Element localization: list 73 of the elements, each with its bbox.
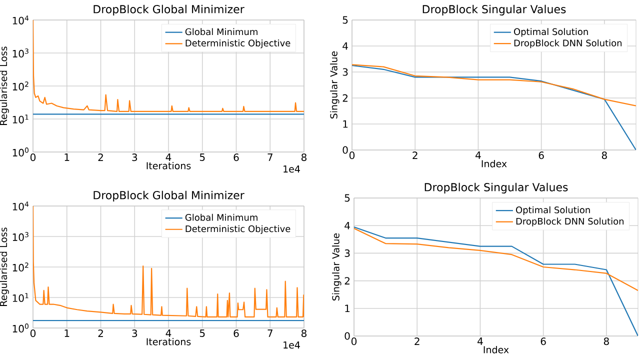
- text: 1e4: [284, 342, 300, 349]
- x-tick-label: 6: [234, 154, 239, 162]
- x-tick-label: 7: [268, 154, 272, 161]
- x-tick-label: 3: [132, 154, 138, 162]
- legend-label: DropBlock DNN Solution: [514, 39, 622, 48]
- y-tick-label: 5: [344, 194, 350, 202]
- chart-title: DropBlock Global Minimizer: [94, 190, 244, 202]
- x-tick-label: 5: [200, 330, 205, 337]
- x-tick-label: 4: [476, 152, 481, 159]
- y-tick-label: 1: [343, 120, 348, 128]
- x-axis-title: Index: [482, 160, 507, 168]
- y-tick-label: 2: [344, 277, 350, 285]
- x-axis-title: Iterations: [146, 162, 191, 170]
- x-tick-label: 3: [132, 330, 138, 338]
- legend-label: Deterministic Objective: [186, 40, 290, 48]
- y-tick-label: 10$^{3}$: [12, 232, 28, 241]
- chart-title: DropBlock Singular Values: [424, 182, 568, 194]
- legend-label: Deterministic Objective: [186, 225, 290, 234]
- y-axis-title: Singular Value: [332, 233, 342, 300]
- x-tick-label: 8: [301, 154, 306, 162]
- y-tick-label: 4: [344, 222, 350, 230]
- y-axis-title: Regularised Loss: [0, 46, 9, 125]
- x-axis-title: Iterations: [146, 338, 191, 346]
- x-tick-label: 4: [478, 338, 483, 345]
- y-tick-label: 1: [345, 304, 350, 312]
- x-tick-label: 1: [64, 154, 70, 161]
- x-axis-title: Index: [484, 346, 509, 354]
- x-tick-label: 8: [604, 338, 609, 346]
- y-tick-label: 10$^{2}$: [12, 82, 28, 90]
- legend-label: Optimal Solution: [514, 28, 588, 37]
- legend-label: DropBlock DNN Solution: [516, 218, 624, 226]
- y-tick-label: 10$^{4}$: [12, 202, 29, 210]
- line-series: [352, 64, 636, 106]
- y-tick-label: 10$^{4}$: [12, 16, 29, 24]
- y-tick-label: 4: [342, 42, 348, 50]
- x-tick-label: 6: [540, 338, 546, 346]
- line-series: [354, 228, 638, 292]
- y-tick-label: 10$^{3}$: [12, 48, 28, 58]
- x-tick-label: 0: [30, 154, 36, 162]
- chart-title: DropBlock Singular Values: [422, 4, 566, 16]
- legend-label: Global Minimum: [185, 214, 258, 221]
- x-tick-label: 4: [166, 330, 172, 337]
- y-tick-label: 5: [342, 16, 348, 24]
- legend-label: Global Minimum: [185, 28, 258, 36]
- y-axis-title: Regularised Loss: [0, 228, 9, 306]
- x-tick-label: 1: [64, 330, 70, 337]
- x-tick-label: 2: [98, 154, 103, 161]
- x-tick-label: 2: [414, 338, 420, 345]
- line-series: [354, 226, 638, 336]
- y-axis-title: Singular Value: [330, 51, 340, 118]
- text: 1e4: [284, 166, 300, 173]
- legend-label: Optimal Solution: [516, 206, 590, 216]
- x-tick-label: 2: [412, 152, 418, 159]
- y-tick-label: 10$^{1}$: [12, 293, 28, 302]
- y-tick-label: 3: [342, 68, 348, 76]
- x-tick-label: 4: [166, 154, 172, 161]
- y-tick-label: 10$^{0}$: [12, 324, 28, 332]
- y-tick-label: 2: [342, 94, 348, 102]
- y-tick-label: 10$^{1}$: [12, 114, 28, 124]
- y-tick-label: 0: [342, 146, 348, 154]
- y-tick-label: 3: [344, 249, 350, 257]
- x-tick-label: 5: [200, 154, 205, 161]
- chart-title: DropBlock Global Minimizer: [94, 4, 244, 16]
- x-tick-label: 0: [30, 330, 36, 338]
- y-tick-label: 10$^{2}$: [12, 262, 28, 272]
- x-tick-label: 0: [351, 338, 357, 346]
- x-tick-label: 7: [268, 330, 272, 337]
- x-tick-label: 2: [98, 330, 103, 337]
- x-tick-label: 6: [234, 330, 239, 338]
- x-tick-label: 8: [301, 330, 306, 338]
- x-tick-label: 6: [538, 152, 544, 160]
- x-tick-label: 8: [602, 152, 607, 160]
- y-tick-label: 10$^{0}$: [12, 148, 28, 156]
